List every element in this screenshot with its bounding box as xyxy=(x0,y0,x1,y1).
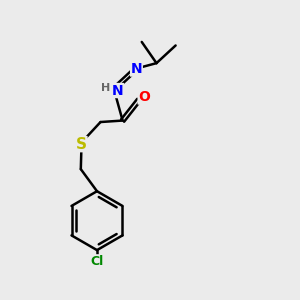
Text: Cl: Cl xyxy=(90,255,104,268)
Text: S: S xyxy=(76,136,87,152)
Text: H: H xyxy=(101,82,110,93)
Text: O: O xyxy=(138,90,150,104)
Text: N: N xyxy=(112,83,123,98)
Text: N: N xyxy=(130,62,142,76)
